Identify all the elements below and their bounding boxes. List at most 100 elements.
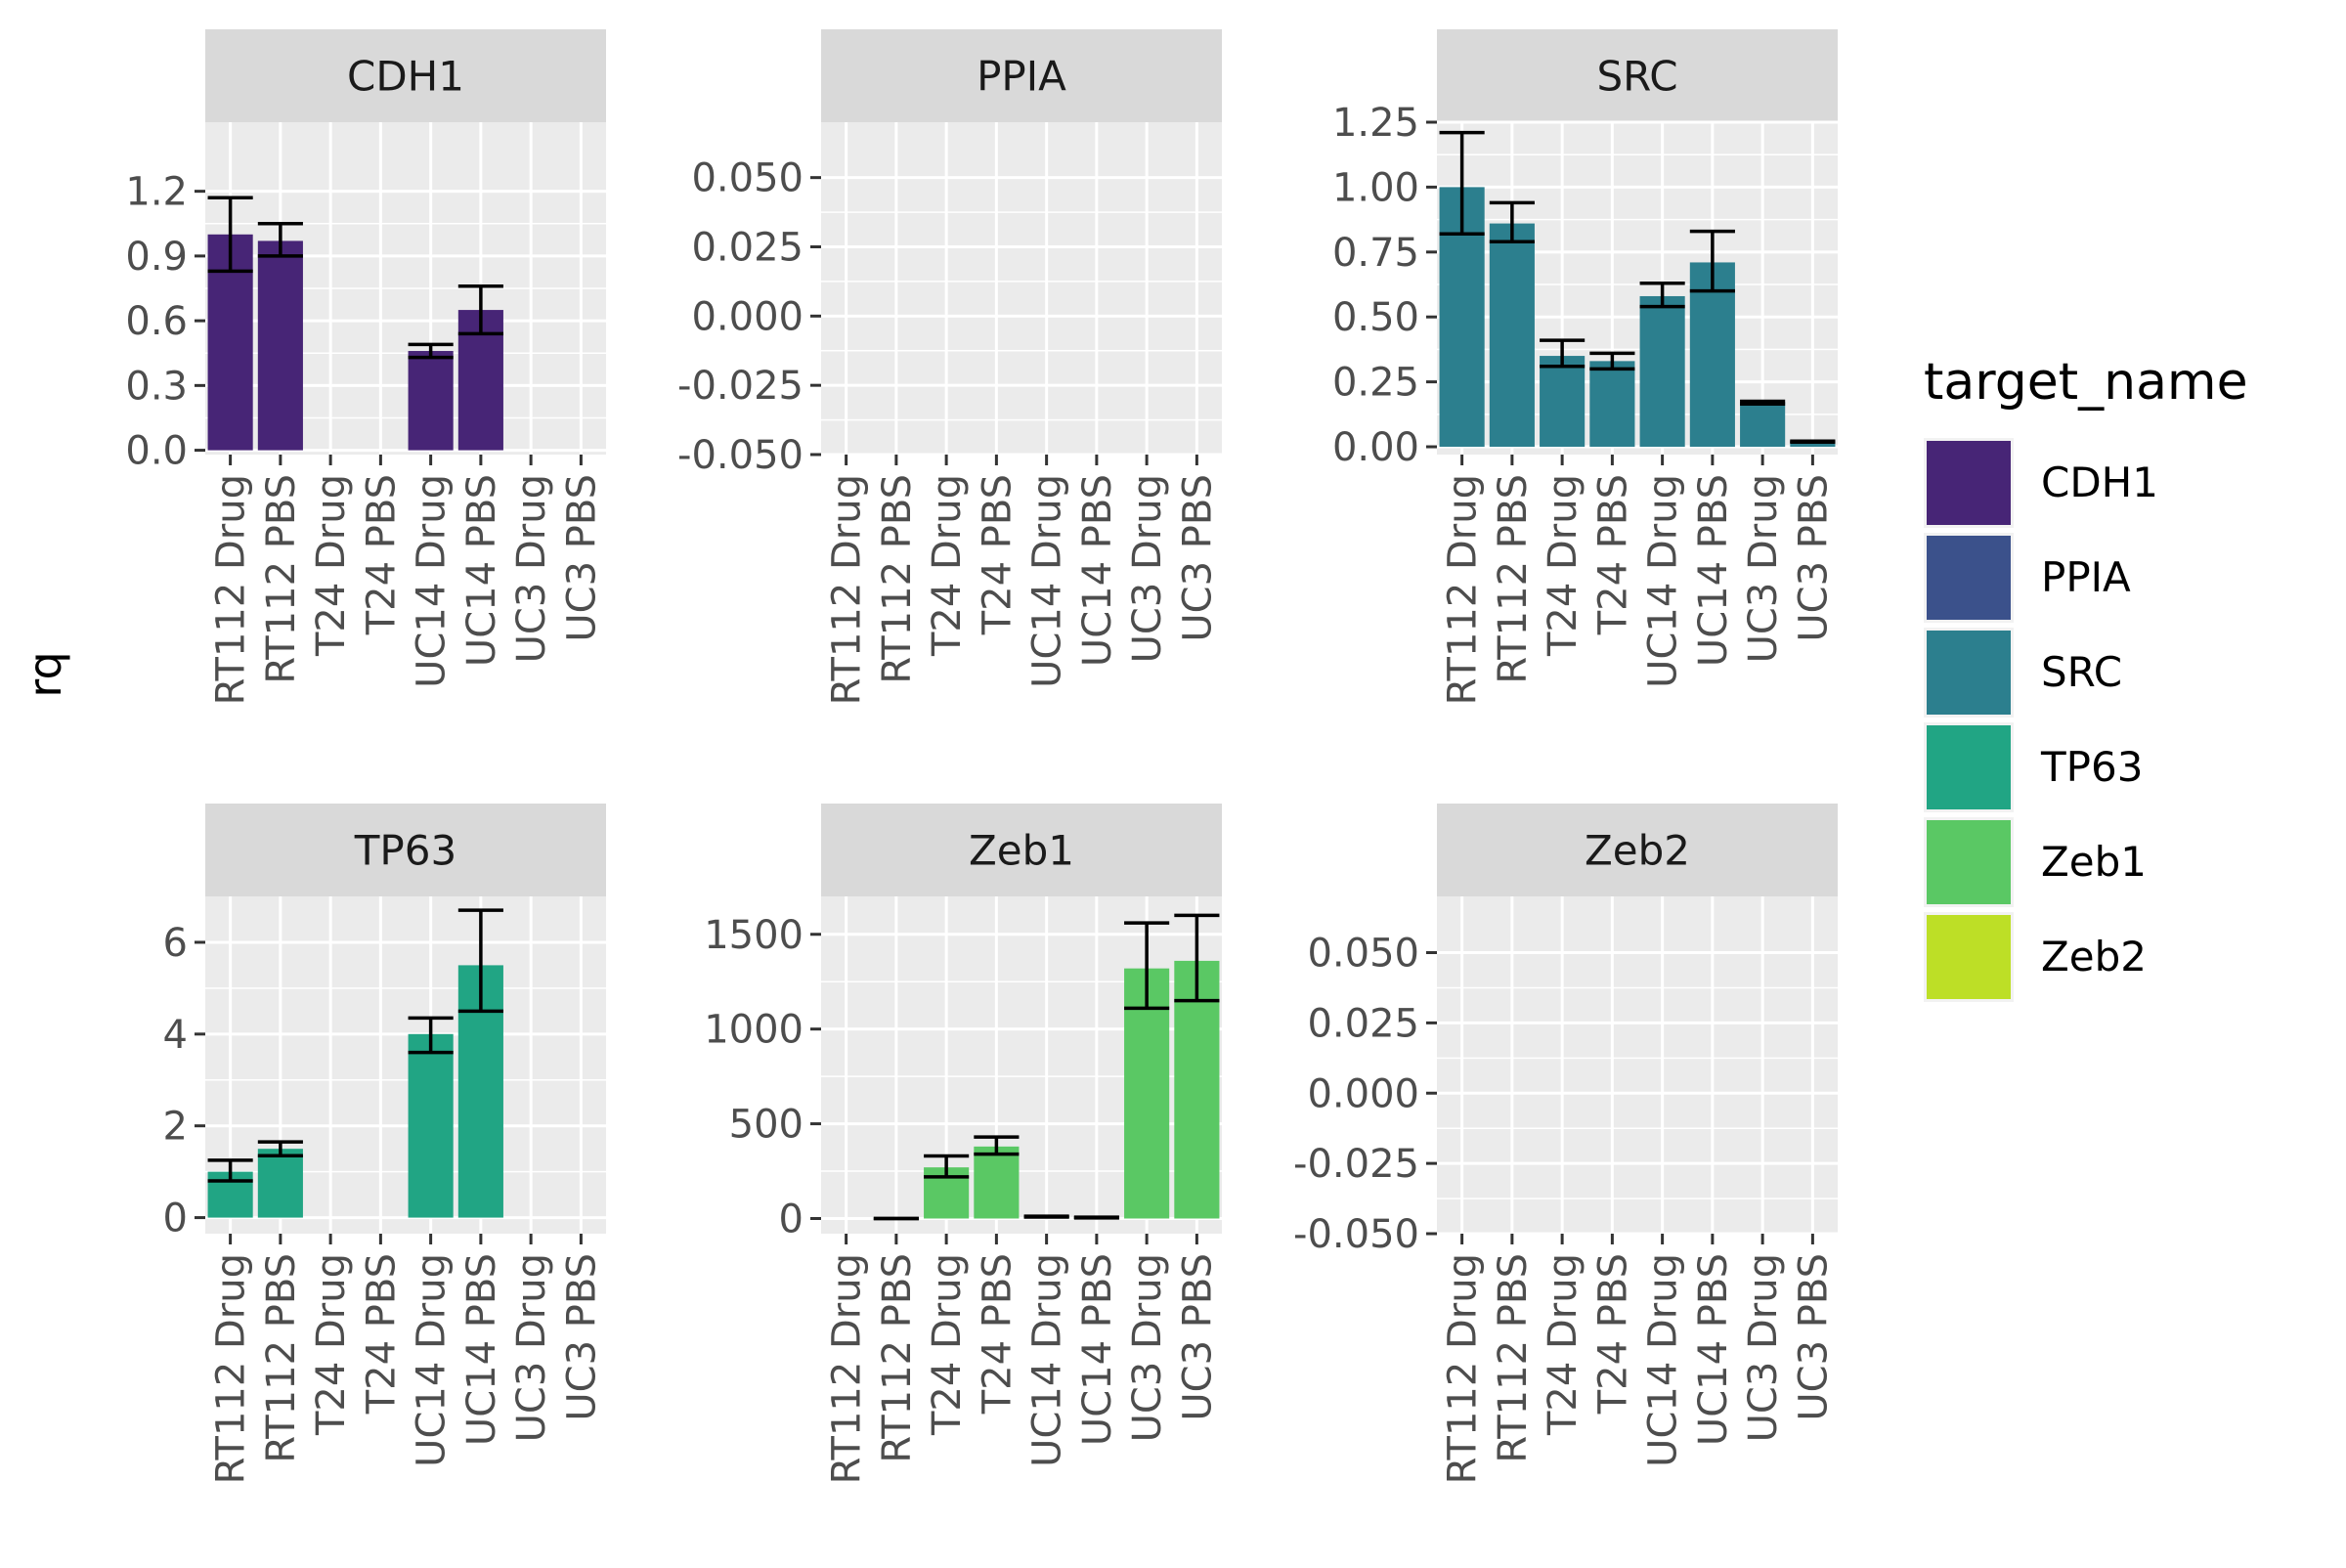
x-tick-label-src: RT112 Drug [1441, 474, 1486, 705]
x-tick-label-src: T24 PBS [1590, 474, 1635, 635]
bar-src-6 [1689, 262, 1735, 448]
bar-tp63-5 [408, 1033, 454, 1218]
x-tick-label-cdh1: UC14 Drug [410, 474, 455, 688]
y-tick-label-ppia: -0.050 [677, 433, 804, 478]
x-tick-label-ppia: UC14 Drug [1025, 474, 1070, 688]
legend-label-cdh1: CDH1 [2041, 458, 2158, 506]
x-tick-label-ppia: RT112 Drug [825, 474, 870, 705]
x-tick-label-src: UC14 PBS [1691, 474, 1736, 667]
facet-strip-tp63 [205, 804, 606, 896]
legend-label-zeb2: Zeb2 [2041, 933, 2147, 980]
y-tick-label-zeb2: -0.025 [1293, 1142, 1419, 1187]
legend-swatch-src [1927, 631, 2011, 715]
facet-strip-cdh1 [205, 29, 606, 122]
x-tick-label-cdh1: T24 Drug [309, 474, 354, 657]
legend-swatch-zeb1 [1927, 820, 2011, 904]
legend-swatch-cdh1 [1927, 441, 2011, 525]
x-tick-label-src: UC14 Drug [1641, 474, 1686, 688]
y-tick-label-src: 0.50 [1332, 295, 1419, 340]
x-tick-label-zeb2: T24 Drug [1541, 1253, 1586, 1436]
legend-swatch-zeb2 [1927, 915, 2011, 999]
y-tick-label-src: 1.00 [1332, 165, 1419, 210]
bar-cdh1-2 [257, 240, 303, 451]
x-tick-label-cdh1: UC14 PBS [459, 474, 504, 667]
y-tick-label-cdh1: 0.0 [125, 429, 188, 474]
y-tick-label-zeb2: 0.050 [1307, 932, 1419, 977]
facet-strip-src [1437, 29, 1838, 122]
x-tick-label-zeb2: UC14 Drug [1641, 1253, 1686, 1467]
y-tick-label-zeb1: 500 [729, 1103, 804, 1148]
x-tick-label-ppia: RT112 PBS [875, 474, 920, 684]
y-tick-label-src: 0.25 [1332, 361, 1419, 406]
x-tick-label-zeb1: UC14 Drug [1025, 1253, 1070, 1467]
bar-zeb1-4 [974, 1146, 1020, 1219]
x-tick-label-cdh1: T24 PBS [359, 474, 404, 635]
y-tick-label-cdh1: 0.3 [125, 364, 188, 409]
facet-title-src: SRC [1596, 53, 1677, 101]
x-tick-label-tp63: UC3 Drug [509, 1253, 554, 1442]
panel-bg-zeb2 [1437, 896, 1838, 1234]
facet-strip-ppia [821, 29, 1222, 122]
y-tick-label-src: 1.25 [1332, 101, 1419, 146]
y-tick-label-ppia: 0.050 [691, 156, 804, 201]
x-tick-label-src: T24 Drug [1541, 474, 1586, 657]
x-tick-label-zeb2: UC14 PBS [1691, 1253, 1736, 1446]
x-tick-label-tp63: RT112 PBS [259, 1253, 304, 1463]
bar-zeb1-7 [1124, 968, 1170, 1219]
x-tick-label-zeb1: T24 PBS [975, 1253, 1020, 1415]
x-tick-label-zeb1: T24 Drug [925, 1253, 970, 1436]
x-tick-label-cdh1: UC3 PBS [559, 474, 604, 642]
y-tick-label-src: 0.75 [1332, 231, 1419, 276]
y-tick-label-zeb2: 0.025 [1307, 1001, 1419, 1046]
x-tick-label-src: UC3 PBS [1791, 474, 1836, 642]
y-tick-label-ppia: 0.000 [691, 294, 804, 339]
x-tick-label-zeb1: RT112 PBS [875, 1253, 920, 1463]
x-tick-label-cdh1: UC3 Drug [509, 474, 554, 663]
facet-title-zeb1: Zeb1 [969, 827, 1074, 875]
y-tick-label-tp63: 6 [163, 921, 188, 966]
x-tick-label-zeb2: T24 PBS [1590, 1253, 1635, 1415]
bar-src-5 [1639, 295, 1685, 448]
y-axis-title: rq [19, 651, 71, 697]
bar-src-2 [1489, 223, 1535, 448]
y-tick-label-zeb2: -0.050 [1293, 1212, 1419, 1257]
y-tick-label-cdh1: 0.9 [125, 235, 188, 280]
legend-label-src: SRC [2041, 648, 2122, 696]
x-tick-label-tp63: UC14 Drug [410, 1253, 455, 1467]
x-tick-label-cdh1: RT112 PBS [259, 474, 304, 684]
x-tick-label-tp63: T24 PBS [359, 1253, 404, 1415]
x-tick-label-ppia: UC3 Drug [1125, 474, 1170, 663]
x-tick-label-zeb2: UC3 Drug [1741, 1253, 1786, 1442]
x-tick-label-zeb1: UC3 Drug [1125, 1253, 1170, 1442]
x-tick-label-tp63: UC14 PBS [459, 1253, 504, 1446]
bar-tp63-2 [257, 1149, 303, 1218]
x-tick-label-ppia: UC3 PBS [1175, 474, 1220, 642]
y-tick-label-tp63: 4 [163, 1013, 188, 1058]
y-tick-label-tp63: 0 [163, 1197, 188, 1241]
y-tick-label-zeb1: 1500 [704, 913, 804, 958]
y-tick-label-src: 0.00 [1332, 425, 1419, 470]
x-tick-label-zeb1: RT112 Drug [825, 1253, 870, 1484]
bar-zeb1-8 [1174, 960, 1220, 1219]
facet-title-cdh1: CDH1 [347, 53, 464, 101]
legend-swatch-tp63 [1927, 725, 2011, 809]
y-tick-label-ppia: 0.025 [691, 226, 804, 271]
facet-strip-zeb2 [1437, 804, 1838, 896]
bar-cdh1-5 [408, 351, 454, 451]
legend-label-zeb1: Zeb1 [2041, 838, 2147, 886]
facet-strip-zeb1 [821, 804, 1222, 896]
x-tick-label-zeb2: UC3 PBS [1791, 1253, 1836, 1421]
x-tick-label-tp63: T24 Drug [309, 1253, 354, 1436]
bar-src-7 [1740, 402, 1786, 448]
x-tick-label-zeb2: RT112 Drug [1441, 1253, 1486, 1484]
facet-title-tp63: TP63 [354, 827, 456, 875]
bar-src-4 [1589, 361, 1635, 448]
x-tick-label-ppia: T24 PBS [975, 474, 1020, 635]
x-tick-label-tp63: UC3 PBS [559, 1253, 604, 1421]
x-tick-label-zeb1: UC14 PBS [1075, 1253, 1120, 1446]
x-tick-label-ppia: UC14 PBS [1075, 474, 1120, 667]
bar-src-8 [1790, 441, 1836, 448]
x-tick-label-ppia: T24 Drug [925, 474, 970, 657]
